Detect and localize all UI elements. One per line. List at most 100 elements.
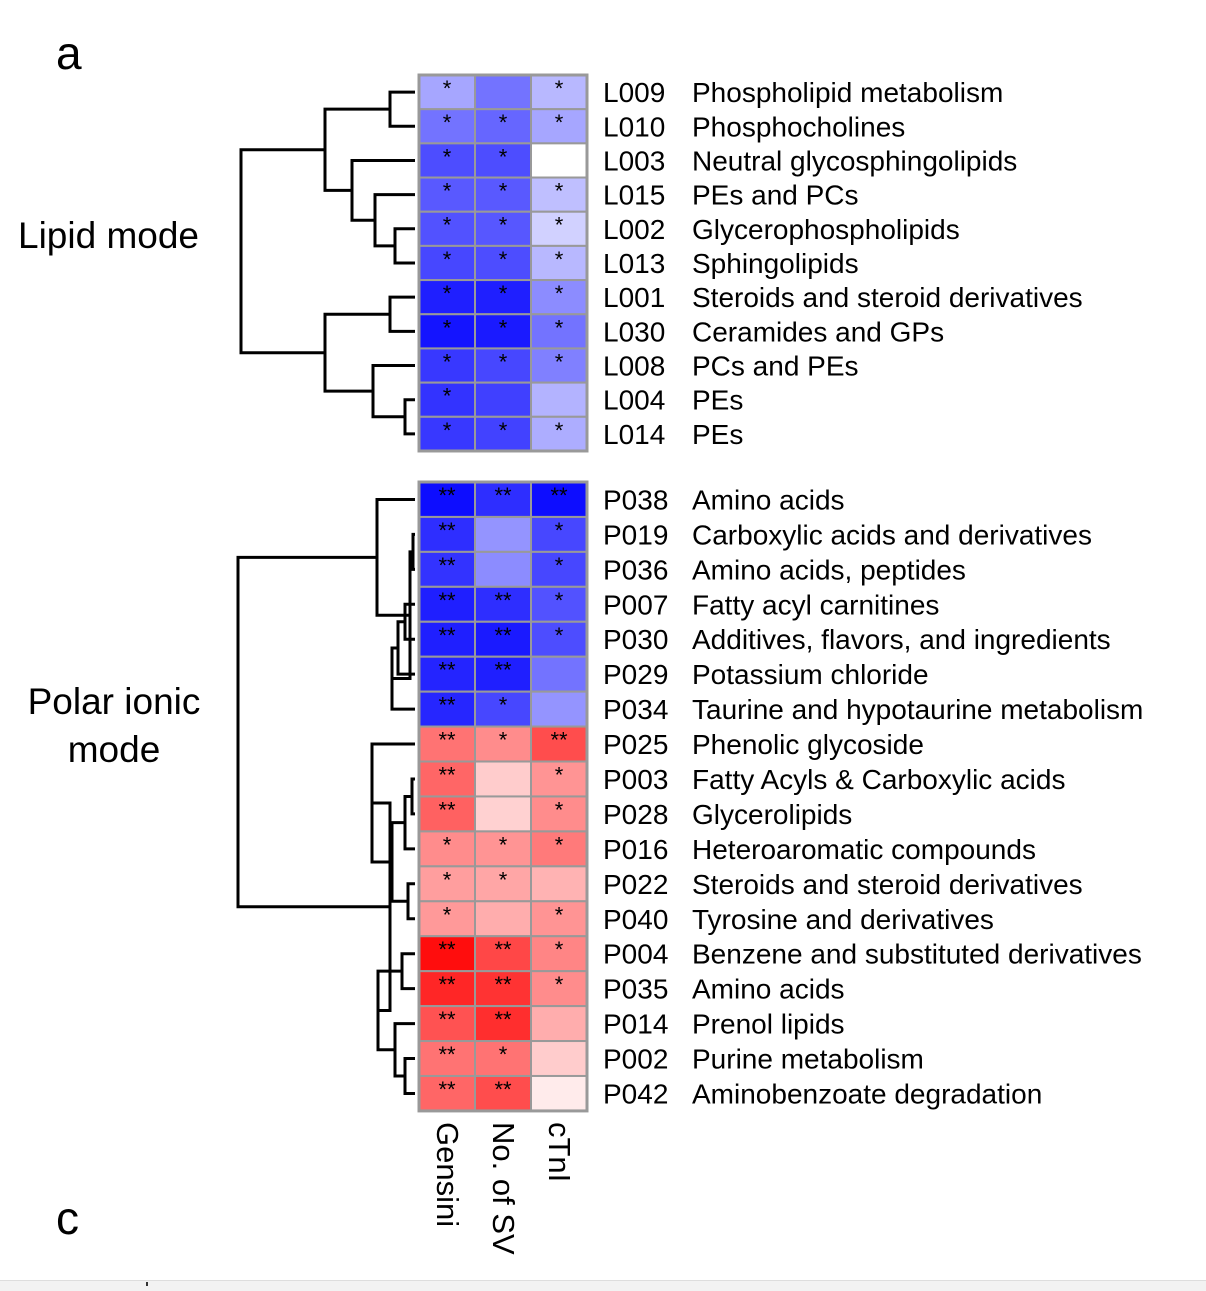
- significance-mark: **: [494, 658, 512, 683]
- panel-label-c: c: [56, 1192, 79, 1244]
- dendrogram-branch: [236, 555, 390, 909]
- significance-mark: *: [499, 728, 508, 753]
- significance-mark: *: [555, 76, 564, 101]
- row-label: P034 Taurine and hypotaurine metabolism: [603, 694, 1143, 725]
- heatmap-cell: [530, 585, 588, 623]
- significance-mark: *: [499, 281, 508, 306]
- significance-mark: *: [499, 247, 508, 272]
- significance-mark: *: [555, 418, 564, 443]
- significance-mark: *: [499, 315, 508, 340]
- heatmap-cell: [418, 865, 476, 903]
- dendrogram-branch: [400, 952, 415, 991]
- significance-mark: **: [438, 763, 456, 788]
- row-label: L013 Sphingolipids: [603, 248, 859, 279]
- significance-mark: *: [443, 384, 452, 409]
- dendrogram-branch: [393, 227, 415, 265]
- significance-mark: **: [494, 623, 512, 648]
- heatmap-cell: [530, 1074, 588, 1112]
- significance-mark: **: [494, 1077, 512, 1102]
- heatmap-cell: [418, 244, 476, 282]
- significance-mark: *: [555, 315, 564, 340]
- heatmap-cell: [530, 1005, 588, 1043]
- heatmap-cell: [530, 108, 588, 145]
- significance-mark: **: [438, 483, 456, 508]
- significance-mark: *: [499, 110, 508, 135]
- significance-mark: *: [499, 832, 508, 857]
- heatmap-cell: [474, 760, 532, 798]
- significance-mark: *: [555, 518, 564, 543]
- heatmap-cell: [530, 1040, 588, 1077]
- row-label: P002 Purine metabolism: [603, 1044, 924, 1075]
- significance-mark: **: [550, 728, 568, 753]
- dendrogram-branch: [403, 1057, 415, 1095]
- row-label: P016 Heteroaromatic compounds: [603, 834, 1036, 865]
- significance-mark: *: [443, 867, 452, 892]
- significance-mark: *: [555, 763, 564, 788]
- column-label: cTnI: [542, 1122, 577, 1182]
- row-label: L002 Glycerophospholipids: [603, 214, 960, 245]
- row-label: L001 Steroids and steroid derivatives: [603, 282, 1083, 313]
- significance-mark: *: [555, 179, 564, 204]
- significance-mark: **: [438, 797, 456, 822]
- dendrogram-branch: [350, 158, 415, 222]
- row-label: P022 Steroids and steroid derivatives: [603, 869, 1083, 900]
- significance-mark: **: [438, 623, 456, 648]
- heatmap-cell: [474, 142, 532, 179]
- significance-mark: **: [438, 518, 456, 543]
- heatmap-cell: [530, 481, 588, 518]
- row-label: P036 Amino acids, peptides: [603, 554, 966, 585]
- column-label: Gensini: [430, 1122, 465, 1227]
- row-label: P014 Prenol lipids: [603, 1009, 845, 1040]
- heatmap-cell: [530, 381, 588, 418]
- dendrogram-branch: [371, 364, 415, 419]
- heatmap-cell: [474, 795, 532, 833]
- heatmap-frame: [417, 480, 589, 1113]
- heatmap-cell: [474, 515, 532, 553]
- significance-mark: *: [443, 281, 452, 306]
- row-label: L030 Ceramides and GPs: [603, 316, 944, 347]
- row-label: L004 PEs: [603, 385, 743, 416]
- significance-mark: **: [438, 588, 456, 613]
- dendrogram-branch: [323, 107, 390, 192]
- significance-mark: **: [438, 658, 456, 683]
- dendrogram-branch: [323, 312, 390, 393]
- heatmap-cell: [474, 690, 532, 728]
- heatmap-cell: [418, 830, 476, 868]
- heatmap-cell: [530, 900, 588, 938]
- bottom-strip: [0, 1280, 1206, 1291]
- row-label: P004 Benzene and substituted derivatives: [603, 939, 1142, 970]
- polar-mode-label-line1: Polar ionic: [27, 681, 201, 722]
- heatmap-cell: [418, 347, 476, 384]
- significance-mark: *: [555, 797, 564, 822]
- dendrogram-branch: [411, 532, 415, 571]
- dendrogram-branch: [388, 90, 415, 128]
- significance-mark: *: [555, 247, 564, 272]
- row-label: P038 Amino acids: [603, 484, 845, 515]
- significance-mark: *: [499, 144, 508, 169]
- heatmap-cell: [530, 690, 588, 728]
- heatmap-frame: [417, 73, 589, 453]
- significance-mark: *: [499, 867, 508, 892]
- significance-mark: *: [499, 179, 508, 204]
- significance-mark: **: [438, 728, 456, 753]
- heatmap-cell: [474, 935, 532, 973]
- significance-mark: **: [438, 1042, 456, 1067]
- significance-mark: *: [555, 588, 564, 613]
- significance-mark: *: [443, 76, 452, 101]
- polar-mode-label: Polar ionic mode: [14, 678, 214, 774]
- significance-mark: *: [443, 832, 452, 857]
- heatmap-cell: [530, 655, 588, 693]
- significance-mark: *: [555, 937, 564, 962]
- heatmap-cell: [474, 725, 532, 763]
- significance-mark: *: [443, 110, 452, 135]
- significance-mark: *: [555, 349, 564, 374]
- significance-mark: **: [438, 1007, 456, 1032]
- heatmap-cell: [530, 865, 588, 903]
- significance-mark: **: [494, 972, 512, 997]
- significance-mark: *: [555, 553, 564, 578]
- row-label: L014 PEs: [603, 419, 743, 450]
- row-label: P025 Phenolic glycoside: [603, 729, 924, 760]
- heatmap-cell: [530, 550, 588, 588]
- row-label: L015 PEs and PCs: [603, 180, 859, 211]
- significance-mark: **: [438, 1077, 456, 1102]
